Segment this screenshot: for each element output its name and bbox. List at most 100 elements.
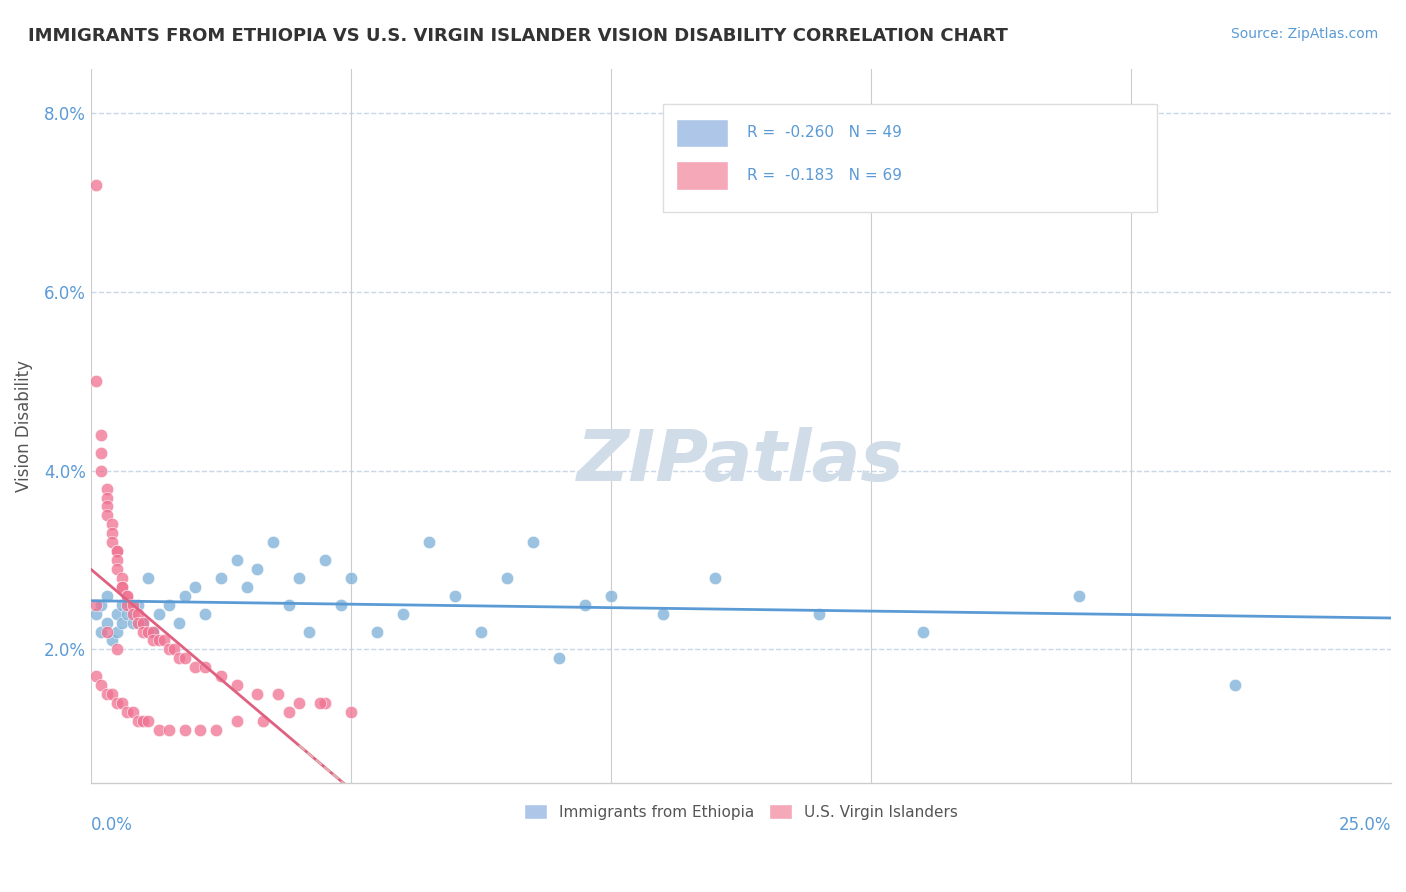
Point [136,571,159,585]
Point [225,553,247,567]
Point [111,571,134,585]
Point [100,633,122,648]
FancyBboxPatch shape [676,119,728,147]
Point [340,705,363,719]
Text: 0.0%: 0.0% [91,815,132,834]
Point [246,687,269,701]
Point [90,624,112,639]
Point [111,615,134,630]
Point [288,571,311,585]
Point [127,714,149,728]
Point [704,571,727,585]
Point [652,607,675,621]
Point [152,633,174,648]
Point [121,607,143,621]
Y-axis label: Vision Disability: Vision Disability [15,360,32,492]
Point [392,607,415,621]
Point [111,580,134,594]
Text: Source: ZipAtlas.com: Source: ZipAtlas.com [1230,27,1378,41]
Point [163,642,186,657]
Point [157,642,180,657]
Point [314,553,336,567]
Point [105,642,128,657]
Point [96,615,118,630]
Point [298,624,321,639]
Point [111,580,134,594]
Point [204,723,226,737]
Point [157,723,180,737]
Point [111,598,134,612]
Point [84,374,107,388]
Point [236,580,259,594]
Point [148,723,170,737]
Point [105,544,128,558]
Point [105,562,128,576]
Point [366,624,388,639]
Point [136,714,159,728]
Point [340,571,363,585]
Point [574,598,596,612]
Point [470,624,492,639]
Point [262,535,284,549]
Point [96,482,118,496]
Text: R =  -0.183   N = 69: R = -0.183 N = 69 [748,169,903,183]
Point [105,607,128,621]
Point [136,624,159,639]
Point [100,687,122,701]
Point [169,651,191,665]
Point [246,562,269,576]
Point [96,589,118,603]
Point [84,598,107,612]
Point [121,615,143,630]
Text: ZIPatlas: ZIPatlas [578,427,904,496]
Point [100,517,122,532]
Point [100,526,122,541]
Point [90,678,112,692]
Point [142,633,165,648]
Point [127,598,149,612]
Point [148,607,170,621]
Point [117,607,139,621]
Point [90,598,112,612]
Point [522,535,544,549]
Point [288,696,311,710]
Point [194,660,217,674]
Point [127,607,149,621]
Point [911,624,934,639]
Point [169,615,191,630]
Point [127,615,149,630]
Point [418,535,440,549]
Point [132,714,155,728]
Point [173,589,195,603]
Point [117,589,139,603]
Point [1223,678,1246,692]
Point [1067,589,1090,603]
Point [90,464,112,478]
Point [121,598,143,612]
Point [157,598,180,612]
Point [84,669,107,683]
Point [225,678,247,692]
Point [90,446,112,460]
Point [117,589,139,603]
Point [184,580,207,594]
Point [209,571,232,585]
Point [105,553,128,567]
Point [117,598,139,612]
Text: IMMIGRANTS FROM ETHIOPIA VS U.S. VIRGIN ISLANDER VISION DISABILITY CORRELATION C: IMMIGRANTS FROM ETHIOPIA VS U.S. VIRGIN … [28,27,1008,45]
Point [132,615,155,630]
Point [252,714,274,728]
Point [100,535,122,549]
Point [96,687,118,701]
Point [90,428,112,442]
Point [96,508,118,523]
Legend: Immigrants from Ethiopia, U.S. Virgin Islanders: Immigrants from Ethiopia, U.S. Virgin Is… [517,797,965,826]
Point [173,723,195,737]
Point [277,598,299,612]
Point [142,624,165,639]
Point [142,624,165,639]
Point [267,687,290,701]
Point [96,491,118,505]
Point [96,624,118,639]
Text: 25.0%: 25.0% [1339,815,1391,834]
